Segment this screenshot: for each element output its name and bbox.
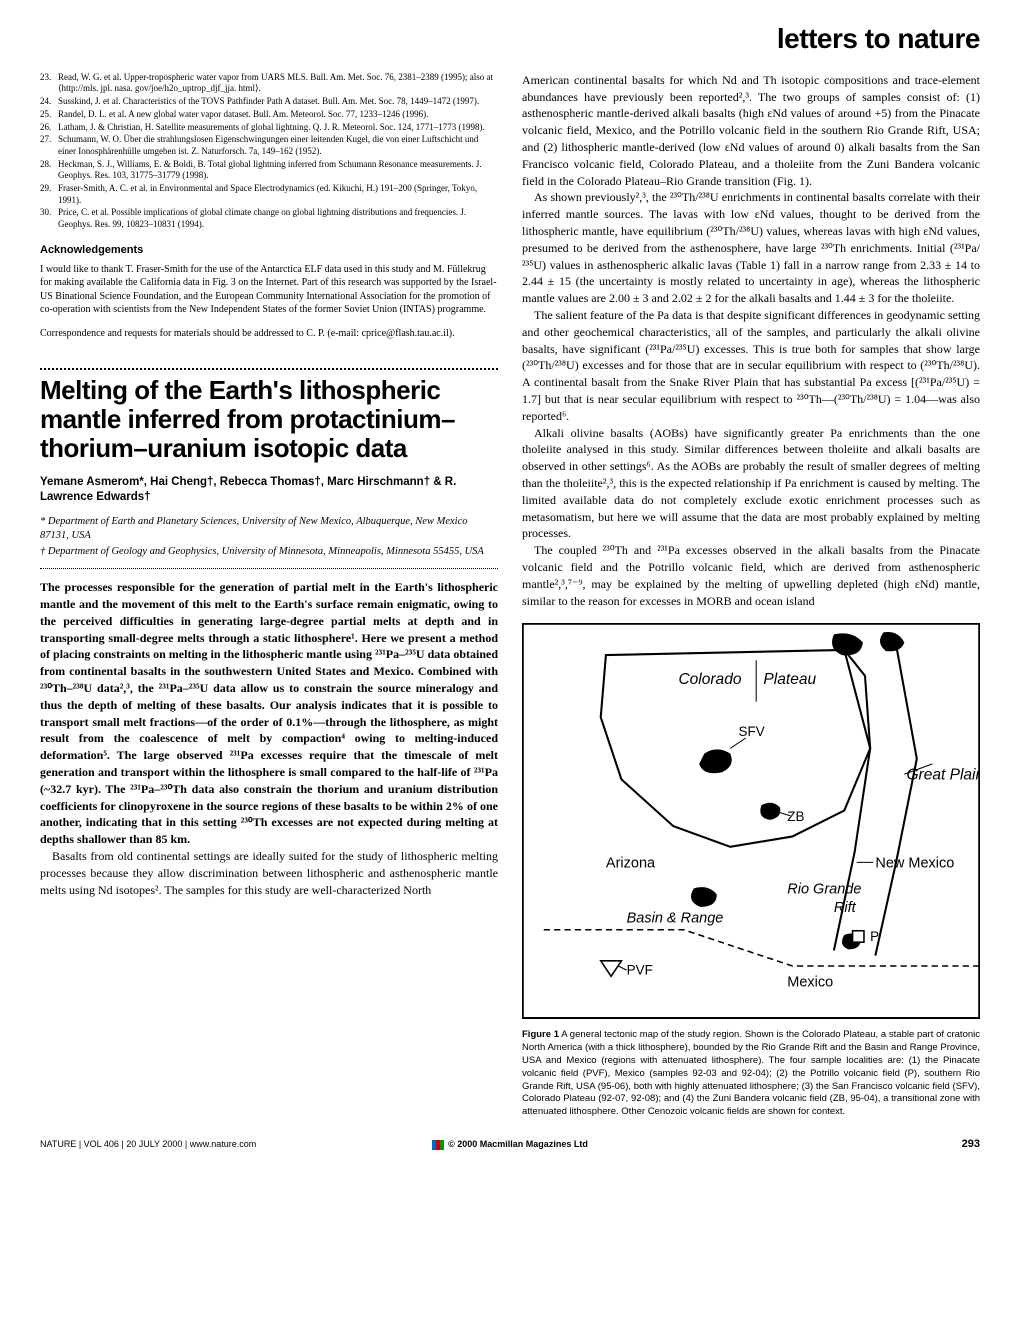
section-header: letters to nature xyxy=(40,20,980,58)
reference-item: 30.Price, C. et al. Possible implication… xyxy=(40,207,498,230)
figure-caption: Figure 1 A general tectonic map of the s… xyxy=(522,1029,980,1119)
map-label: Rio Grande xyxy=(787,882,861,898)
map-label: Mexico xyxy=(787,975,833,991)
authors: Yemane Asmerom*, Hai Cheng†, Rebecca Tho… xyxy=(40,475,498,505)
map-label: SFV xyxy=(739,724,765,739)
map-label: PVF xyxy=(627,963,653,978)
rule xyxy=(40,568,498,569)
reference-item: 26.Latham, J. & Christian, H. Satellite … xyxy=(40,122,498,134)
correspondence-text: Correspondence and requests for material… xyxy=(40,327,498,341)
map-label: Arizona xyxy=(606,856,656,872)
reference-item: 23.Read, W. G. et al. Upper-tropospheric… xyxy=(40,72,498,95)
map-label: Rift xyxy=(834,900,857,916)
article-divider xyxy=(40,368,498,370)
map-label: Plateau xyxy=(763,671,816,688)
reference-item: 29.Fraser-Smith, A. C. et al. in Environ… xyxy=(40,183,498,206)
publisher-icon xyxy=(432,1140,444,1150)
tectonic-map: Colorado Plateau SFV ZB Great Plains Ari… xyxy=(522,623,980,1019)
map-label: New Mexico xyxy=(875,856,954,872)
footer-copyright: © 2000 Macmillan Magazines Ltd xyxy=(353,1138,666,1150)
article-title: Melting of the Earth's lithospheric mant… xyxy=(40,376,498,463)
footer-citation: NATURE | VOL 406 | 20 JULY 2000 | www.na… xyxy=(40,1138,353,1150)
right-column: American continental basalts for which N… xyxy=(522,72,980,1119)
reference-item: 28.Heckman, S. J., Williams, E. & Boldi,… xyxy=(40,159,498,182)
map-label: Basin & Range xyxy=(627,911,724,927)
map-label: Colorado xyxy=(678,671,741,688)
body-paragraph: As shown previously²,³, the ²³⁰Th/²³⁸U e… xyxy=(522,189,980,307)
map-label: ZB xyxy=(787,809,804,824)
reference-item: 25.Randel, D. L. et al. A new global wat… xyxy=(40,109,498,121)
affiliation: * Department of Earth and Planetary Scie… xyxy=(40,515,498,542)
left-column: 23.Read, W. G. et al. Upper-tropospheric… xyxy=(40,72,498,1119)
body-paragraph: American continental basalts for which N… xyxy=(522,72,980,190)
reference-item: 27.Schumann, W. O. Über die strahlungslo… xyxy=(40,134,498,157)
body-paragraph: The coupled ²³⁰Th and ²³¹Pa excesses obs… xyxy=(522,542,980,609)
map-label: P xyxy=(870,929,879,944)
page-footer: NATURE | VOL 406 | 20 JULY 2000 | www.na… xyxy=(40,1137,980,1152)
ack-heading: Acknowledgements xyxy=(40,243,498,258)
reference-item: 24.Susskind, J. et al. Characteristics o… xyxy=(40,96,498,108)
body-paragraph: The salient feature of the Pa data is th… xyxy=(522,307,980,425)
body-paragraph: Basalts from old continental settings ar… xyxy=(40,848,498,898)
figure-1: Colorado Plateau SFV ZB Great Plains Ari… xyxy=(522,623,980,1119)
abstract: The processes responsible for the genera… xyxy=(40,579,498,848)
references-list: 23.Read, W. G. et al. Upper-tropospheric… xyxy=(40,72,498,231)
affiliation: † Department of Geology and Geophysics, … xyxy=(40,545,498,559)
body-paragraph: Alkali olivine basalts (AOBs) have signi… xyxy=(522,425,980,543)
page-number: 293 xyxy=(667,1137,980,1152)
ack-text: I would like to thank T. Fraser-Smith fo… xyxy=(40,263,498,317)
